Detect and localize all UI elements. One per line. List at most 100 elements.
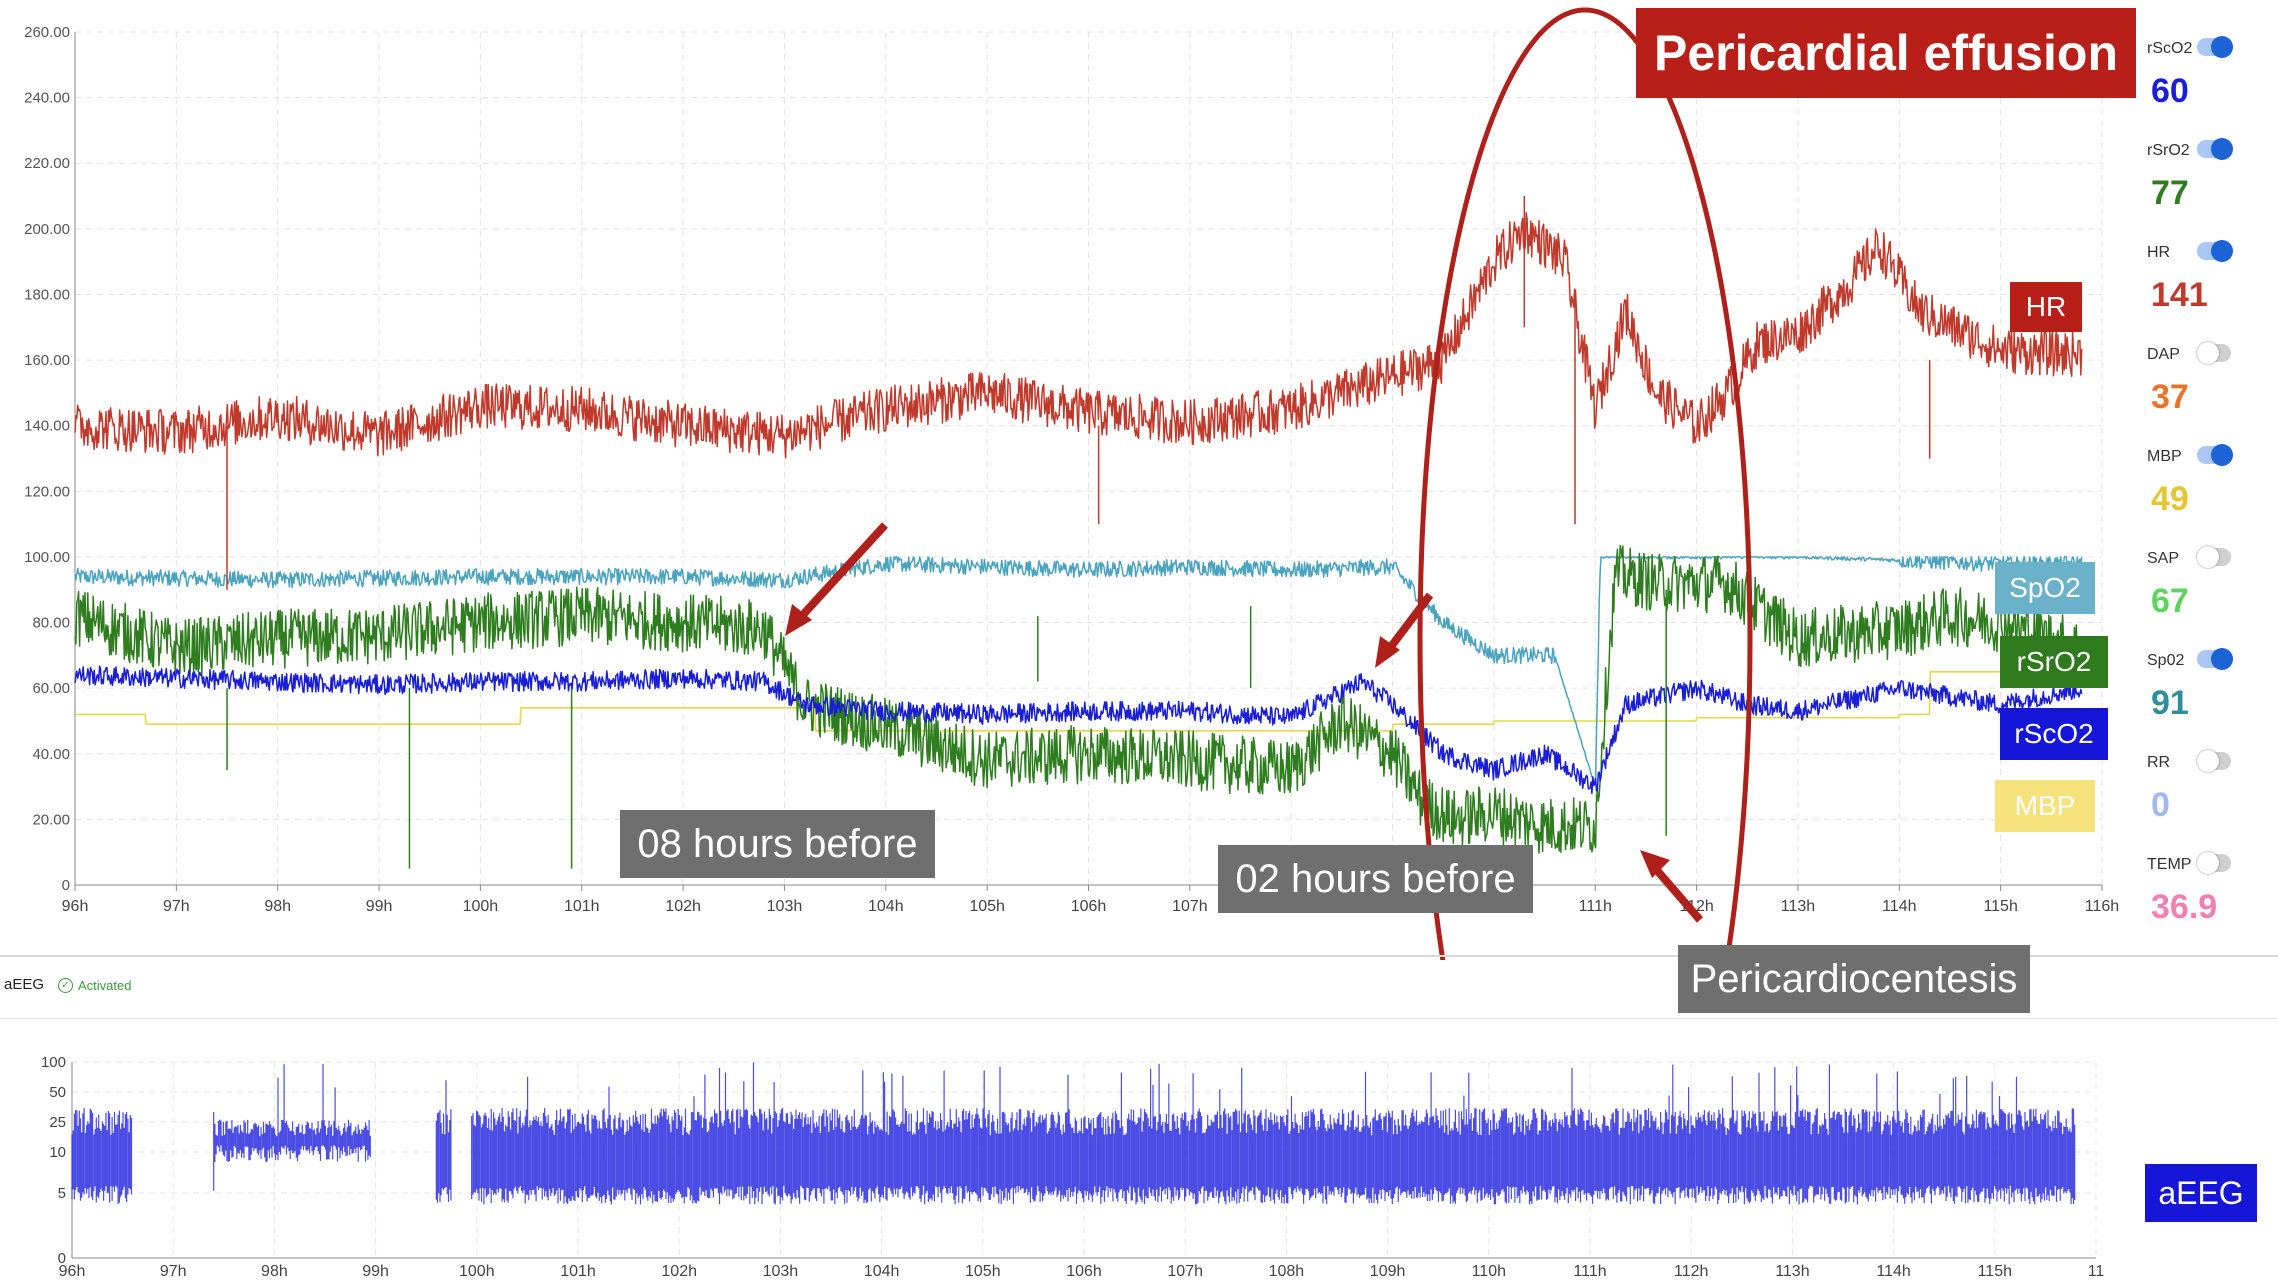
trend-ytick-label: 120.00 bbox=[24, 483, 70, 500]
aeeg-header: aEEG ✓ Activated bbox=[0, 960, 2278, 1019]
trend-xtick-label: 102h bbox=[665, 898, 701, 915]
aeeg-status: Activated bbox=[78, 978, 132, 993]
trend-xtick-label: 106h bbox=[1071, 898, 1107, 915]
trend-ytick-label: 180.00 bbox=[24, 286, 70, 303]
aeeg-xtick-label: 98h bbox=[261, 1263, 288, 1280]
sidebar-param-value: 77 bbox=[2151, 174, 2189, 212]
aeeg-xtick-label: 96h bbox=[59, 1263, 86, 1280]
aeeg-xtick-label: 102h bbox=[661, 1263, 697, 1280]
sidebar-param-label: SAP bbox=[2147, 550, 2180, 567]
sidebar-param-value: 49 bbox=[2151, 480, 2189, 518]
trend-ytick-label: 40.00 bbox=[32, 746, 70, 763]
trend-ytick-label: 260.00 bbox=[24, 24, 70, 41]
sidebar-param-label: MBP bbox=[2147, 448, 2182, 465]
aeeg-segment bbox=[213, 1063, 371, 1191]
trend-xtick-label: 114h bbox=[1882, 898, 1916, 915]
highlight-ellipse bbox=[1417, 7, 1753, 960]
chip-rsco2: rScO2 bbox=[2000, 708, 2108, 760]
aeeg-ytick-label: 5 bbox=[58, 1185, 66, 1202]
toggle-knob bbox=[2211, 648, 2233, 670]
arrow-pericardiocentesis bbox=[1651, 865, 1704, 923]
trend-ytick-label: 20.00 bbox=[32, 811, 70, 828]
sidebar-param-label: HR bbox=[2147, 244, 2171, 261]
trend-ytick-label: 140.00 bbox=[24, 418, 70, 435]
aeeg-xtick-label: 114h bbox=[1876, 1263, 1910, 1280]
toggle-knob bbox=[2211, 240, 2233, 262]
sidebar-param-label: DAP bbox=[2147, 346, 2180, 363]
sidebar-param-label: TEMP bbox=[2147, 856, 2192, 873]
sidebar-param-label: RR bbox=[2147, 754, 2171, 771]
trend-xtick-label: 105h bbox=[969, 898, 1005, 915]
aeeg-xtick-label: 103h bbox=[763, 1263, 799, 1280]
chip-hr-text: HR bbox=[2025, 291, 2067, 322]
trend-ytick-label: 0 bbox=[62, 877, 70, 894]
chip-spo2-text: SpO2 bbox=[2009, 572, 2081, 603]
arrow-02h bbox=[1386, 592, 1434, 651]
sidebar-param-label: rSrO2 bbox=[2147, 142, 2190, 159]
aeeg-xtick-label: 109h bbox=[1370, 1263, 1406, 1280]
aeeg-xtick-label: 105h bbox=[965, 1263, 1001, 1280]
aeeg-xtick-label: 108h bbox=[1269, 1263, 1305, 1280]
aeeg-xtick-label: 99h bbox=[362, 1263, 389, 1280]
aeeg-divider bbox=[0, 955, 2278, 957]
toggle-hr[interactable] bbox=[2197, 240, 2233, 262]
toggle-knob bbox=[2197, 546, 2219, 568]
toggle-temp[interactable] bbox=[2197, 852, 2231, 874]
trend-ytick-label: 80.00 bbox=[32, 615, 70, 632]
trend-xtick-label: 104h bbox=[868, 898, 904, 915]
title-text: Pericardial effusion bbox=[1653, 25, 2119, 81]
trend-chart: 260.00 240.00 220.00 200.00 180.00 160.00 140.… bbox=[24, 7, 2119, 960]
trend-xtick-label: 113h bbox=[1781, 898, 1815, 915]
title-banner: Pericardial effusion bbox=[1636, 8, 2136, 98]
trend-xtick-label: 111h bbox=[1579, 898, 1612, 915]
label-08-hours-text: 08 hours before bbox=[637, 821, 918, 866]
trend-xtick-label: 96h bbox=[62, 898, 89, 915]
toggle-rr[interactable] bbox=[2197, 750, 2231, 772]
aeeg-segment bbox=[471, 1062, 2076, 1205]
toggle-knob bbox=[2197, 852, 2219, 874]
aeeg-xtick-label: 97h bbox=[160, 1263, 187, 1280]
aeeg-segment bbox=[71, 1108, 133, 1205]
trend-spikes bbox=[226, 196, 1931, 869]
trend-axes: 260.00 240.00 220.00 200.00 180.00 160.00 140.… bbox=[24, 24, 2119, 915]
chip-aeeg: aEEG bbox=[2145, 1164, 2257, 1222]
trend-xtick-label: 101h bbox=[564, 898, 600, 915]
aeeg-ytick-label: 50 bbox=[49, 1084, 66, 1101]
toggle-rsco2[interactable] bbox=[2197, 36, 2233, 58]
toggle-rsro2[interactable] bbox=[2197, 138, 2233, 160]
sidebar-param-value: 60 bbox=[2151, 72, 2189, 110]
sidebar-param-value: 91 bbox=[2151, 684, 2189, 722]
toggle-dap[interactable] bbox=[2197, 342, 2231, 364]
annotation-arrows bbox=[785, 522, 1704, 923]
trend-xtick-label: 116h bbox=[2085, 898, 2119, 915]
toggle-mbp[interactable] bbox=[2197, 444, 2233, 466]
aeeg-xtick-label: 112h bbox=[1674, 1263, 1708, 1280]
toggle-sp02[interactable] bbox=[2197, 648, 2233, 670]
sidebar-param-label: Sp02 bbox=[2147, 652, 2185, 669]
aeeg-xtick-label: 107h bbox=[1167, 1263, 1203, 1280]
arrow-08h bbox=[797, 522, 888, 621]
aeeg-ytick-label: 25 bbox=[49, 1114, 66, 1131]
chip-mbp-text: MBP bbox=[2014, 790, 2076, 821]
series-line-hr bbox=[74, 212, 2083, 459]
aeeg-ytick-label: 10 bbox=[49, 1144, 66, 1161]
toggle-knob bbox=[2211, 138, 2233, 160]
sidebar-param-value: 37 bbox=[2151, 378, 2189, 416]
trend-series bbox=[74, 212, 2083, 854]
trend-xtick-label: 103h bbox=[767, 898, 803, 915]
trend-ytick-label: 160.00 bbox=[24, 352, 70, 369]
trend-ytick-label: 60.00 bbox=[32, 680, 70, 697]
label-08-hours-before: 08 hours before bbox=[620, 810, 935, 878]
trend-xtick-label: 115h bbox=[1983, 898, 2017, 915]
chip-rsco2-text: rScO2 bbox=[2014, 718, 2094, 749]
trend-ytick-label: 200.00 bbox=[24, 221, 70, 238]
toggle-knob bbox=[2197, 342, 2219, 364]
toggle-knob bbox=[2211, 444, 2233, 466]
activated-check-icon: ✓ bbox=[58, 978, 73, 993]
toggle-sap[interactable] bbox=[2197, 546, 2231, 568]
aeeg-segment bbox=[435, 1080, 452, 1203]
arrow-02h-head bbox=[1375, 636, 1400, 668]
sidebar-param-value: 67 bbox=[2151, 582, 2189, 620]
arrow-08h-head bbox=[785, 604, 812, 636]
chip-spo2: SpO2 bbox=[1995, 562, 2095, 614]
